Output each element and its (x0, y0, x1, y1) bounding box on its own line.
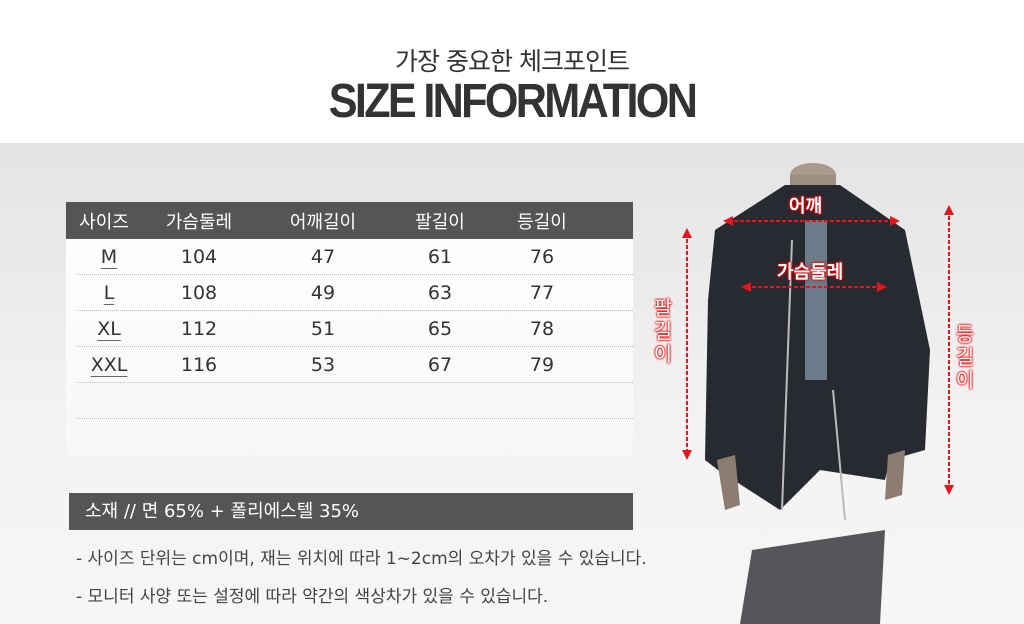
value-cell: 63 (427, 281, 453, 304)
table-row: M 104 47 61 76 (76, 239, 633, 275)
size-table: 사이즈 가슴둘레 어깨길이 팔길이 등길이 M 104 47 61 76 L 108 49 63… (66, 202, 633, 455)
shoulder-label: 어깨 (789, 196, 823, 217)
back-label: 등길이 (955, 322, 975, 392)
value-cell: 79 (529, 353, 555, 376)
page-title: SIZE INFORMATION (328, 75, 698, 128)
pants (740, 530, 885, 624)
sleeve-label: 팔길이 (653, 296, 673, 366)
value-cell: 53 (310, 353, 336, 376)
col-back: 등길이 (517, 211, 567, 233)
col-sleeve: 팔길이 (415, 211, 465, 233)
size-cell: L (76, 282, 142, 304)
empty-row (76, 383, 633, 419)
value-cell: 49 (310, 281, 336, 304)
chest-label: 가슴둘레 (777, 262, 844, 283)
value-cell: 47 (310, 245, 336, 268)
value-cell: 67 (427, 353, 453, 376)
size-label: M (100, 245, 118, 268)
table-row: L 108 49 63 77 (76, 275, 633, 311)
value-cell: 78 (529, 317, 555, 340)
size-cell: XXL (76, 354, 142, 376)
size-label: L (103, 281, 115, 304)
table-header: 사이즈 가슴둘레 어깨길이 팔길이 등길이 (66, 202, 633, 239)
size-cell: M (76, 246, 142, 268)
value-cell: 65 (427, 317, 453, 340)
value-cell: 77 (529, 281, 555, 304)
value-cell: 76 (529, 245, 555, 268)
value-cell: 108 (180, 281, 218, 304)
mannequin-illustration (682, 163, 954, 624)
value-cell: 51 (310, 317, 336, 340)
col-chest: 가슴둘레 (165, 211, 233, 233)
value-cell: 104 (180, 245, 218, 268)
value-cell: 61 (427, 245, 453, 268)
table-row: XXL 116 53 67 79 (76, 347, 633, 383)
value-cell: 116 (180, 353, 218, 376)
col-size: 사이즈 (79, 211, 129, 233)
col-shoulder: 어깨길이 (289, 211, 357, 233)
size-label: XL (97, 317, 121, 340)
note: - 모니터 사양 또는 설정에 따라 약간의 색상차가 있을 수 있습니다. (76, 587, 549, 607)
size-cell: XL (76, 318, 142, 340)
material-bar: 소재 // 면 65% + 폴리에스텔 35% (69, 493, 633, 530)
size-label: XXL (90, 353, 128, 376)
value-cell: 112 (180, 317, 218, 340)
shirt (805, 220, 827, 380)
subtitle: 가장 중요한 체크포인트 (395, 47, 630, 76)
table-row: XL 112 51 65 78 (76, 311, 633, 347)
note: - 사이즈 단위는 cm이며, 재는 위치에 따라 1~2cm의 오차가 있을 … (76, 549, 647, 569)
header: 가장 중요한 체크포인트 SIZE INFORMATION (0, 0, 1024, 143)
